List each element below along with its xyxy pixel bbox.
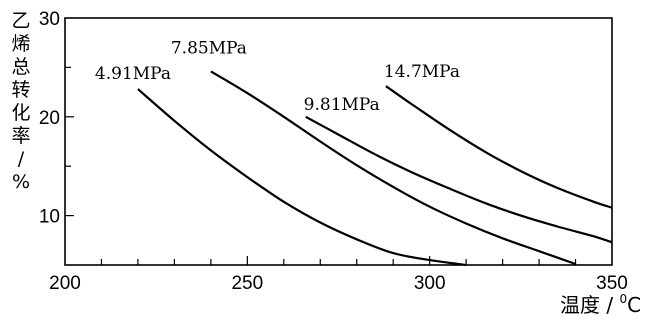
x-axis-label-main: 温度 /: [560, 293, 620, 317]
x-axis-label: 温度 / 0C: [560, 289, 641, 318]
y-axis-label-char: %: [11, 171, 31, 193]
x-tick-label: 350: [596, 273, 628, 294]
x-axis-label-superscript: 0: [619, 292, 628, 306]
x-tick-label: 300: [414, 273, 446, 294]
axis-tick-labels: 200 250 300 350 10 20 30: [39, 9, 628, 294]
series-label: 4.91MPa: [95, 64, 171, 84]
series-line: [305, 115, 613, 244]
y-tick-label: 30: [39, 9, 60, 30]
y-axis-label: 乙 烯 总 转 化 率 / %: [8, 10, 34, 194]
series-label: 7.85MPa: [171, 38, 247, 58]
series-lines: [137, 70, 613, 267]
y-axis-label-char: 化: [11, 102, 31, 124]
y-axis-label-char: /: [17, 148, 25, 170]
series-label: 14.7MPa: [384, 62, 460, 82]
y-axis-label-char: 乙: [11, 10, 31, 32]
y-tick-label: 10: [39, 207, 60, 228]
x-tick-label: 250: [231, 273, 263, 294]
y-axis-label-char: 总: [11, 56, 31, 78]
series-line: [137, 88, 467, 267]
series-label: 9.81MPa: [304, 95, 380, 115]
x-axis-label-unit: C: [627, 293, 642, 317]
x-tick-label: 200: [49, 273, 81, 294]
y-axis-label-char: 率: [11, 125, 31, 147]
series-line: [385, 85, 613, 209]
y-tick-label: 20: [39, 108, 60, 129]
y-axis-label-char: 烯: [11, 33, 31, 55]
y-axis-label-char: 转: [11, 79, 31, 101]
plot-frame: [64, 17, 613, 266]
series-line: [210, 70, 576, 266]
